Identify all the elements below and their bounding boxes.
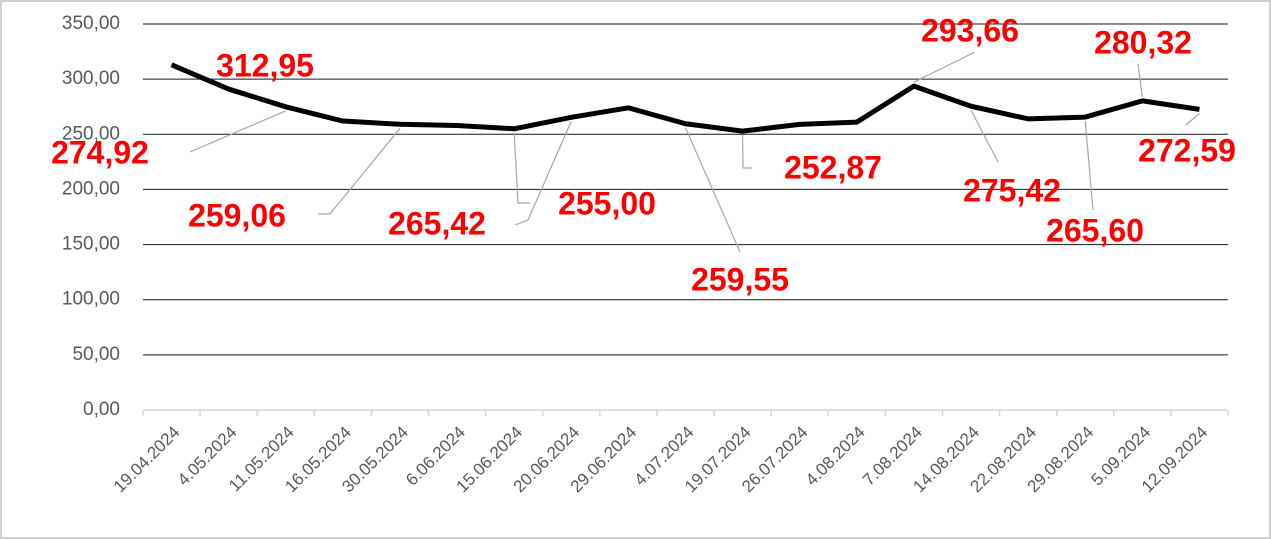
data-label: 252,87 xyxy=(784,149,882,185)
leader-line xyxy=(1084,121,1094,211)
leader-line xyxy=(1137,63,1143,97)
data-label: 274,92 xyxy=(51,134,149,170)
y-tick-label: 250,00 xyxy=(62,123,120,144)
y-tick-label: 50,00 xyxy=(72,344,120,365)
y-tick-label: 150,00 xyxy=(62,234,120,255)
leader-line xyxy=(514,121,572,226)
line-series xyxy=(170,62,1200,134)
leader-line xyxy=(742,135,752,169)
data-label: 265,42 xyxy=(388,205,486,241)
y-tick-label: 300,00 xyxy=(62,68,120,89)
data-label: 312,95 xyxy=(216,47,314,83)
data-label: 280,32 xyxy=(1094,24,1192,60)
y-tick-label: 200,00 xyxy=(62,178,120,199)
leader-line xyxy=(1185,112,1200,126)
data-label: 259,55 xyxy=(691,261,789,297)
leader-line xyxy=(970,109,999,163)
leader-line xyxy=(684,127,741,253)
leader-line xyxy=(318,127,401,215)
data-label: 275,42 xyxy=(963,172,1061,208)
data-label: 293,66 xyxy=(921,12,1019,48)
data-label: 272,59 xyxy=(1138,132,1236,168)
y-tick-label: 100,00 xyxy=(62,289,120,310)
leader-line xyxy=(189,110,287,153)
leader-line xyxy=(913,51,976,83)
y-tick-label: 350,00 xyxy=(62,13,120,34)
data-label: 259,06 xyxy=(188,197,286,233)
leader-line xyxy=(513,132,530,204)
data-label: 265,60 xyxy=(1046,212,1144,248)
y-tick-label: 0,00 xyxy=(83,399,120,420)
data-label: 255,00 xyxy=(558,185,656,221)
